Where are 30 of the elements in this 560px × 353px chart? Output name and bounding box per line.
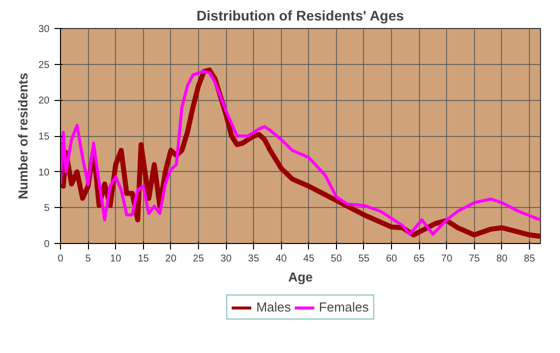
legend-label: Females [318,300,369,314]
y-axis-title: Number of residents [15,72,30,200]
y-tick-label: 30 [38,24,50,35]
x-tick-label: 60 [386,254,398,264]
x-tick-label: 75 [468,254,480,264]
x-tick-label: 45 [303,254,315,264]
x-tick-label: 50 [330,254,342,264]
chart-title: Distribution of Residents' Ages [196,8,404,24]
x-tick-label: 80 [496,254,508,264]
y-tick-label: 15 [38,132,50,142]
x-tick-label: 40 [276,254,288,264]
y-tick-label: 0 [44,239,50,250]
legend-label: Males [256,300,291,314]
x-tick-label: 0 [58,254,64,264]
x-tick-label: 5 [85,254,92,264]
y-tick-label: 20 [38,96,50,107]
x-tick-label: 10 [110,254,122,264]
x-tick-label: 85 [524,254,536,264]
x-tick-label: 25 [192,254,204,264]
x-tick-label: 55 [358,254,370,264]
y-tick-label: 10 [38,167,50,178]
x-tick-label: 70 [441,254,453,264]
x-tick-label: 20 [165,254,177,264]
x-tick-label: 30 [220,254,232,264]
y-tick-label: 25 [38,60,50,71]
x-tick-label: 35 [248,254,260,264]
x-tick-label: 65 [414,254,426,264]
x-tick-label: 15 [138,254,150,264]
y-tick-label: 5 [44,203,50,214]
x-axis-title: Age [288,270,313,284]
